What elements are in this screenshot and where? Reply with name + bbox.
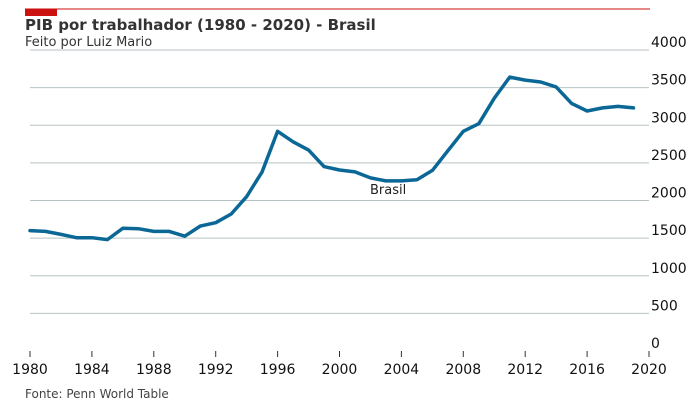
x-tick-label: 2004 [384,362,420,378]
y-tick-label: 4000 [651,35,687,51]
chart-title: PIB por trabalhador (1980 - 2020) - Bras… [25,16,376,34]
x-tick-label: 2012 [507,362,543,378]
series-layer [28,75,636,242]
y-tick-label: 1500 [651,223,687,239]
series-label-brasil: Brasil [370,183,406,198]
x-tick-label: 1984 [74,362,110,378]
series-line-0 [28,75,636,242]
x-axis-ticks: 1980 1984 1988 1992 1996 2000 2004 2008 2012 2016… [12,351,667,378]
y-tick-label: 3000 [651,110,687,126]
x-tick-label: 1988 [136,362,172,378]
x-tick-label: 2000 [322,362,358,378]
x-tick-label: 2020 [631,362,667,378]
y-tick-label: 2000 [651,186,687,202]
x-tick-label: 2008 [445,362,481,378]
y-tick-label: 2500 [651,148,687,164]
x-tick-label: 1996 [260,362,296,378]
x-tick-label: 2016 [569,362,605,378]
y-tick-label: 1000 [651,261,687,277]
y-tick-label: 0 [651,336,660,352]
y-tick-label: 500 [651,298,678,314]
source-note: Fonte: Penn World Table [25,387,169,401]
x-tick-label: 1992 [198,362,234,378]
chart-subtitle: Feito por Luiz Mario [25,35,152,50]
gridlines [30,49,649,314]
y-axis-ticks: 0 500 1000 1500 2000 2500 3000 3500 4000 [651,35,687,352]
x-tick-label: 1980 [12,362,48,378]
y-tick-label: 3500 [651,73,687,89]
brand-accent-bar [25,9,57,16]
